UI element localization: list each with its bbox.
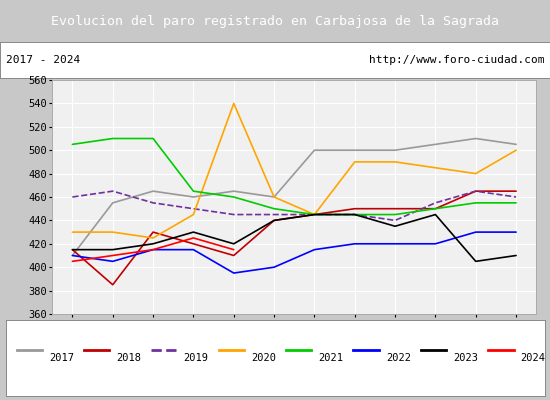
Text: 2021: 2021 xyxy=(318,353,343,363)
Text: Evolucion del paro registrado en Carbajosa de la Sagrada: Evolucion del paro registrado en Carbajo… xyxy=(51,15,499,28)
Text: 2023: 2023 xyxy=(453,353,478,363)
Text: 2018: 2018 xyxy=(116,353,141,363)
Text: 2024: 2024 xyxy=(520,353,546,363)
Text: 2019: 2019 xyxy=(184,353,208,363)
Text: 2017: 2017 xyxy=(49,353,74,363)
Text: 2017 - 2024: 2017 - 2024 xyxy=(6,55,80,65)
Text: http://www.foro-ciudad.com: http://www.foro-ciudad.com xyxy=(369,55,544,65)
Text: 2022: 2022 xyxy=(386,353,411,363)
Text: 2020: 2020 xyxy=(251,353,276,363)
